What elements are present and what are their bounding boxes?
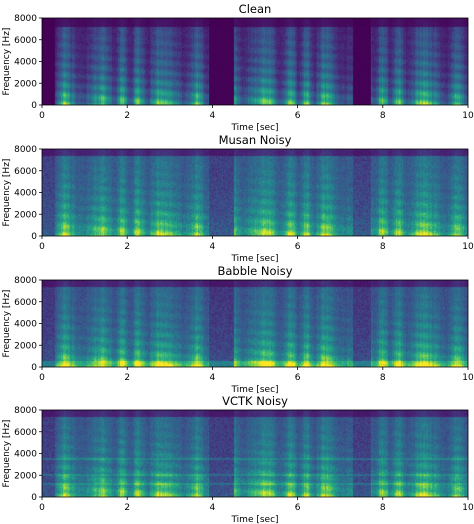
x-tick-label: 2 xyxy=(124,373,130,383)
y-tick-label: 8000 xyxy=(14,406,37,416)
x-axis-label: Time [sec] xyxy=(230,515,278,524)
panel-title: Musan Noisy xyxy=(219,133,292,147)
y-tick-label: 0 xyxy=(31,232,37,242)
spectrogram-panel: VCTK Noisy 0 2 4 6 8 10 0 2000 4000 6000 8000 Time [… xyxy=(2,394,474,524)
spectrogram-image xyxy=(42,410,468,497)
x-tick-label: 4 xyxy=(210,111,216,121)
y-axis-label: Frequency [Hz] xyxy=(2,159,12,227)
y-tick-label: 2000 xyxy=(14,79,37,89)
spectrogram-panel: Musan Noisy 0 2 4 6 8 10 0 2000 4000 6000 8000 Time … xyxy=(2,133,474,264)
panel-title: VCTK Noisy xyxy=(222,394,288,408)
x-tick-label: 10 xyxy=(462,373,474,383)
spectrogram-image xyxy=(42,18,468,105)
y-tick-label: 8000 xyxy=(14,145,37,155)
x-axis-label: Time [sec] xyxy=(230,123,278,133)
x-axis-label: Time [sec] xyxy=(230,254,278,264)
x-tick-label: 2 xyxy=(124,242,130,252)
y-tick-label: 8000 xyxy=(14,276,37,286)
y-tick-label: 6000 xyxy=(14,298,37,308)
y-tick-label: 2000 xyxy=(14,341,37,351)
y-tick-label: 0 xyxy=(31,363,37,373)
spectrogram-image xyxy=(42,280,468,367)
x-tick-label: 6 xyxy=(295,503,301,513)
y-tick-label: 0 xyxy=(31,101,37,111)
y-tick-label: 6000 xyxy=(14,428,37,438)
panel-title: Clean xyxy=(239,2,272,16)
y-axis-label: Frequency [Hz] xyxy=(2,420,12,488)
y-tick-label: 4000 xyxy=(14,320,37,330)
y-tick-label: 2000 xyxy=(14,210,37,220)
x-tick-label: 6 xyxy=(295,242,301,252)
x-axis-label: Time [sec] xyxy=(230,385,278,395)
x-tick-label: 0 xyxy=(39,242,45,252)
x-tick-label: 6 xyxy=(295,111,301,121)
y-tick-label: 0 xyxy=(31,493,37,503)
x-tick-label: 0 xyxy=(39,111,45,121)
x-tick-label: 4 xyxy=(210,503,216,513)
x-tick-label: 10 xyxy=(462,503,474,513)
x-tick-label: 8 xyxy=(380,111,386,121)
y-tick-label: 6000 xyxy=(14,167,37,177)
x-tick-label: 6 xyxy=(295,373,301,383)
y-tick-label: 4000 xyxy=(14,189,37,199)
x-tick-label: 8 xyxy=(380,242,386,252)
y-tick-label: 8000 xyxy=(14,14,37,24)
spectrogram-image xyxy=(42,149,468,236)
x-tick-label: 10 xyxy=(462,242,474,252)
spectrogram-panel: Babble Noisy 0 2 4 6 8 10 0 2000 4000 6000 8000 Time… xyxy=(2,264,474,395)
x-tick-label: 2 xyxy=(124,503,130,513)
x-tick-label: 4 xyxy=(210,242,216,252)
y-tick-label: 2000 xyxy=(14,471,37,481)
y-axis-label: Frequency [Hz] xyxy=(2,28,12,96)
x-tick-label: 8 xyxy=(380,503,386,513)
y-axis-label: Frequency [Hz] xyxy=(2,290,12,358)
x-tick-label: 0 xyxy=(39,373,45,383)
x-tick-label: 10 xyxy=(462,111,474,121)
y-tick-label: 4000 xyxy=(14,58,37,68)
x-tick-label: 8 xyxy=(380,373,386,383)
x-tick-label: 2 xyxy=(124,111,130,121)
x-tick-label: 4 xyxy=(210,373,216,383)
panel-title: Babble Noisy xyxy=(217,264,292,278)
y-tick-label: 4000 xyxy=(14,450,37,460)
y-tick-label: 6000 xyxy=(14,36,37,46)
spectrogram-panel: Clean 0 2 4 6 8 10 0 2000 4000 6000 8000 Time [sec] F… xyxy=(2,2,474,133)
x-tick-label: 0 xyxy=(39,503,45,513)
